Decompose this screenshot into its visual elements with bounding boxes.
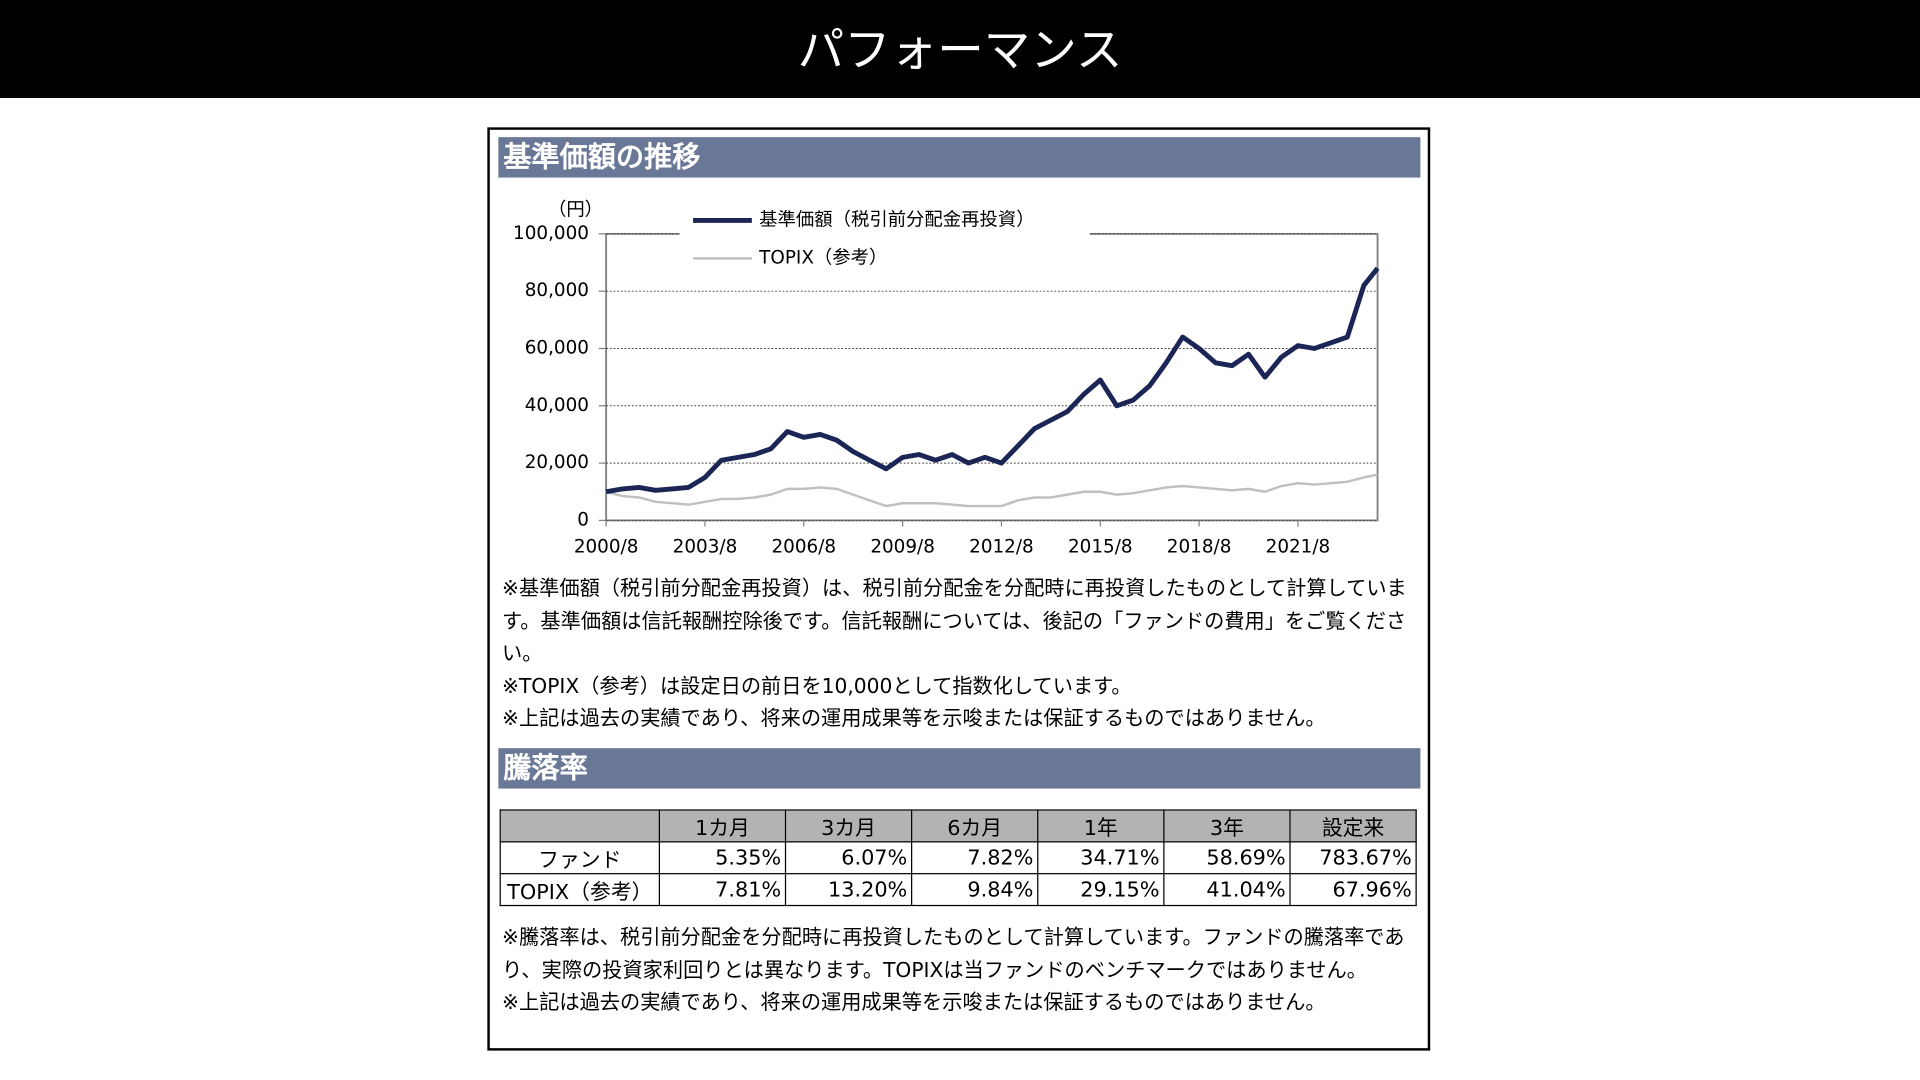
note: ※上記は過去の実績であり、将来の運用成果等を示唆または保証するものではありません…: [502, 990, 1326, 1014]
y-tick-label: 80,000: [525, 280, 589, 301]
series-line: [605, 473, 1378, 508]
header-cell: 6カ月: [911, 809, 1039, 843]
note: ※TOPIX（参考）は設定日の前日を10,000として指数化しています。: [502, 674, 1132, 698]
note: ※騰落率は、税引前分配金を分配時に再投資したものとして計算しています。ファンドの…: [502, 925, 1405, 982]
section-header: 基準価額の推移: [498, 137, 1421, 178]
cell: 7.81%: [658, 873, 787, 907]
section-header: 騰落率: [498, 748, 1421, 789]
returns-table: 1カ月 3カ月 6カ月 1年 3年 設定来 ファンド 5.35% 6.07% 7.82% 34.71…: [499, 809, 1417, 907]
note: ※上記は過去の実績であり、将来の運用成果等を示唆または保証するものではありません…: [502, 706, 1326, 730]
header-row: 1カ月 3カ月 6カ月 1年 3年 設定来: [499, 809, 1417, 843]
y-tick-label: 60,000: [525, 337, 589, 358]
table-row: TOPIX（参考） 7.81% 13.20% 9.84% 29.15% 41.04% 67.…: [499, 873, 1417, 907]
header-cell: 3カ月: [784, 809, 913, 843]
cell: 34.71%: [1037, 841, 1165, 875]
cell: 13.20%: [784, 873, 913, 907]
cell: 41.04%: [1163, 873, 1291, 907]
row-label: ファンド: [499, 841, 661, 875]
panel: [487, 127, 1431, 1051]
header-cell: 3年: [1163, 809, 1291, 843]
cell: 6.07%: [784, 841, 913, 875]
x-tick-label: 2015/8: [1068, 536, 1133, 557]
header-cell: 設定来: [1289, 809, 1417, 843]
cell: 29.15%: [1037, 873, 1165, 907]
row-label: TOPIX（参考）: [499, 873, 661, 907]
x-tick-label: 2003/8: [673, 536, 738, 557]
cell: 58.69%: [1163, 841, 1291, 875]
x-tick-label: 2021/8: [1266, 536, 1331, 557]
note: ※基準価額（税引前分配金再投資）は、税引前分配金を分配時に再投資したものとして計…: [502, 576, 1407, 665]
legend: [679, 203, 1090, 277]
series-line: [605, 266, 1380, 495]
header-cell: 1カ月: [658, 809, 787, 843]
chart-notes: ※基準価額（税引前分配金再投資）は、税引前分配金を分配時に再投資したものとして計…: [502, 573, 1423, 735]
cell: 67.96%: [1289, 873, 1417, 907]
y-tick-label: 40,000: [525, 395, 589, 416]
table-row: ファンド 5.35% 6.07% 7.82% 34.71% 58.69% 783.67%: [499, 841, 1417, 875]
plot-area: [605, 232, 1379, 522]
y-tick-label: 0: [577, 509, 589, 530]
cell: 5.35%: [658, 841, 787, 875]
x-tick-label: 2000/8: [574, 536, 639, 557]
y-tick-label: 20,000: [525, 452, 589, 473]
y-tick-label: 100,000: [513, 223, 589, 244]
x-tick-label: 2012/8: [969, 536, 1034, 557]
cell: 7.82%: [911, 841, 1039, 875]
table-notes: ※騰落率は、税引前分配金を分配時に再投資したものとして計算しています。ファンドの…: [502, 922, 1423, 1019]
x-tick-label: 2018/8: [1167, 536, 1232, 557]
title-bar: パフォーマンス: [0, 0, 1920, 98]
header-cell: [499, 809, 661, 843]
x-tick-label: 2006/8: [771, 536, 836, 557]
header-cell: 1年: [1037, 809, 1165, 843]
legend-label: 基準価額（税引前分配金再投資）: [759, 209, 1034, 230]
cell: 783.67%: [1289, 841, 1417, 875]
cell: 9.84%: [911, 873, 1039, 907]
y-axis-label: （円）: [548, 200, 603, 221]
x-tick-label: 2009/8: [870, 536, 935, 557]
legend-label: TOPIX（参考）: [758, 247, 887, 268]
